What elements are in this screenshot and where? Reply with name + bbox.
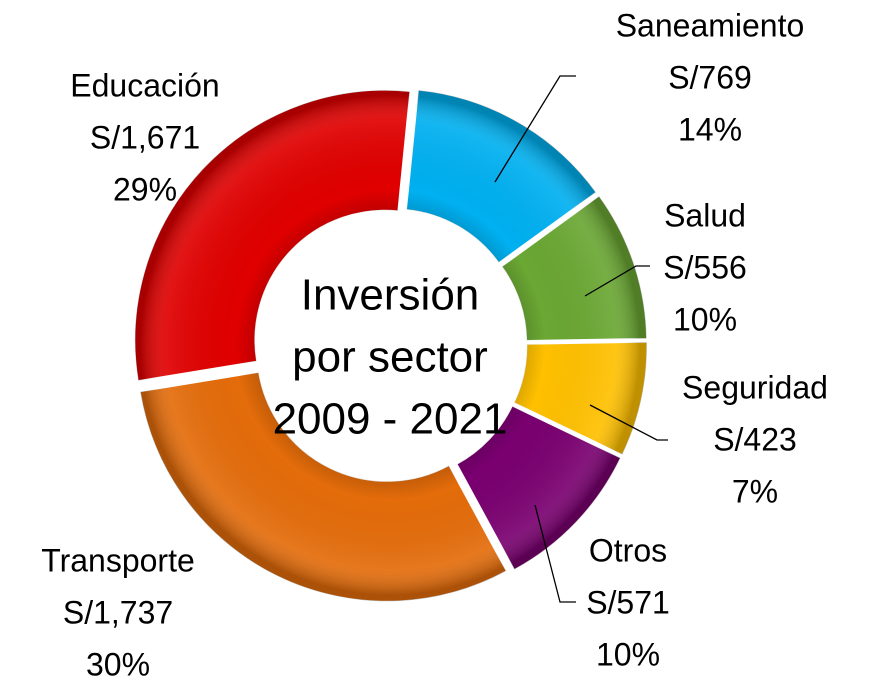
leader-line [534, 504, 576, 603]
value-label: S/423 [713, 421, 797, 457]
slice-shade [501, 196, 647, 341]
category-label: Transporte [41, 542, 195, 578]
center-text: 2009 - 2021 [273, 395, 508, 444]
category-label: Educación [70, 67, 219, 103]
donut [134, 89, 648, 602]
leader-lines [494, 75, 668, 603]
center-text: por sector [292, 333, 488, 382]
slice-shade [457, 406, 621, 570]
leader-line [494, 75, 576, 183]
category-label: Seguridad [682, 369, 828, 405]
slice-shade [514, 342, 647, 455]
value-label: S/1,671 [90, 119, 200, 155]
percent-label: 14% [678, 111, 742, 147]
value-label: S/556 [663, 249, 747, 285]
slice-shade [140, 372, 507, 602]
percent-label: 7% [732, 473, 778, 509]
slice-shade [406, 90, 596, 263]
percent-label: 29% [113, 171, 177, 207]
category-label: Salud [664, 197, 746, 233]
center-text: Inversión [301, 271, 480, 320]
leader-line [584, 265, 650, 297]
percent-label: 10% [673, 301, 737, 337]
percent-label: 30% [86, 646, 150, 682]
leader-line [589, 404, 668, 441]
category-label: Saneamiento [616, 7, 805, 43]
slice-shade [134, 90, 410, 381]
value-label: S/1,737 [63, 594, 173, 630]
labels: Saneamiento S/769 14% Salud S/556 10% Segurida… [41, 7, 828, 682]
value-label: S/769 [668, 59, 752, 95]
category-label: Otros [589, 532, 667, 568]
value-label: S/571 [586, 584, 670, 620]
percent-label: 10% [596, 636, 660, 672]
